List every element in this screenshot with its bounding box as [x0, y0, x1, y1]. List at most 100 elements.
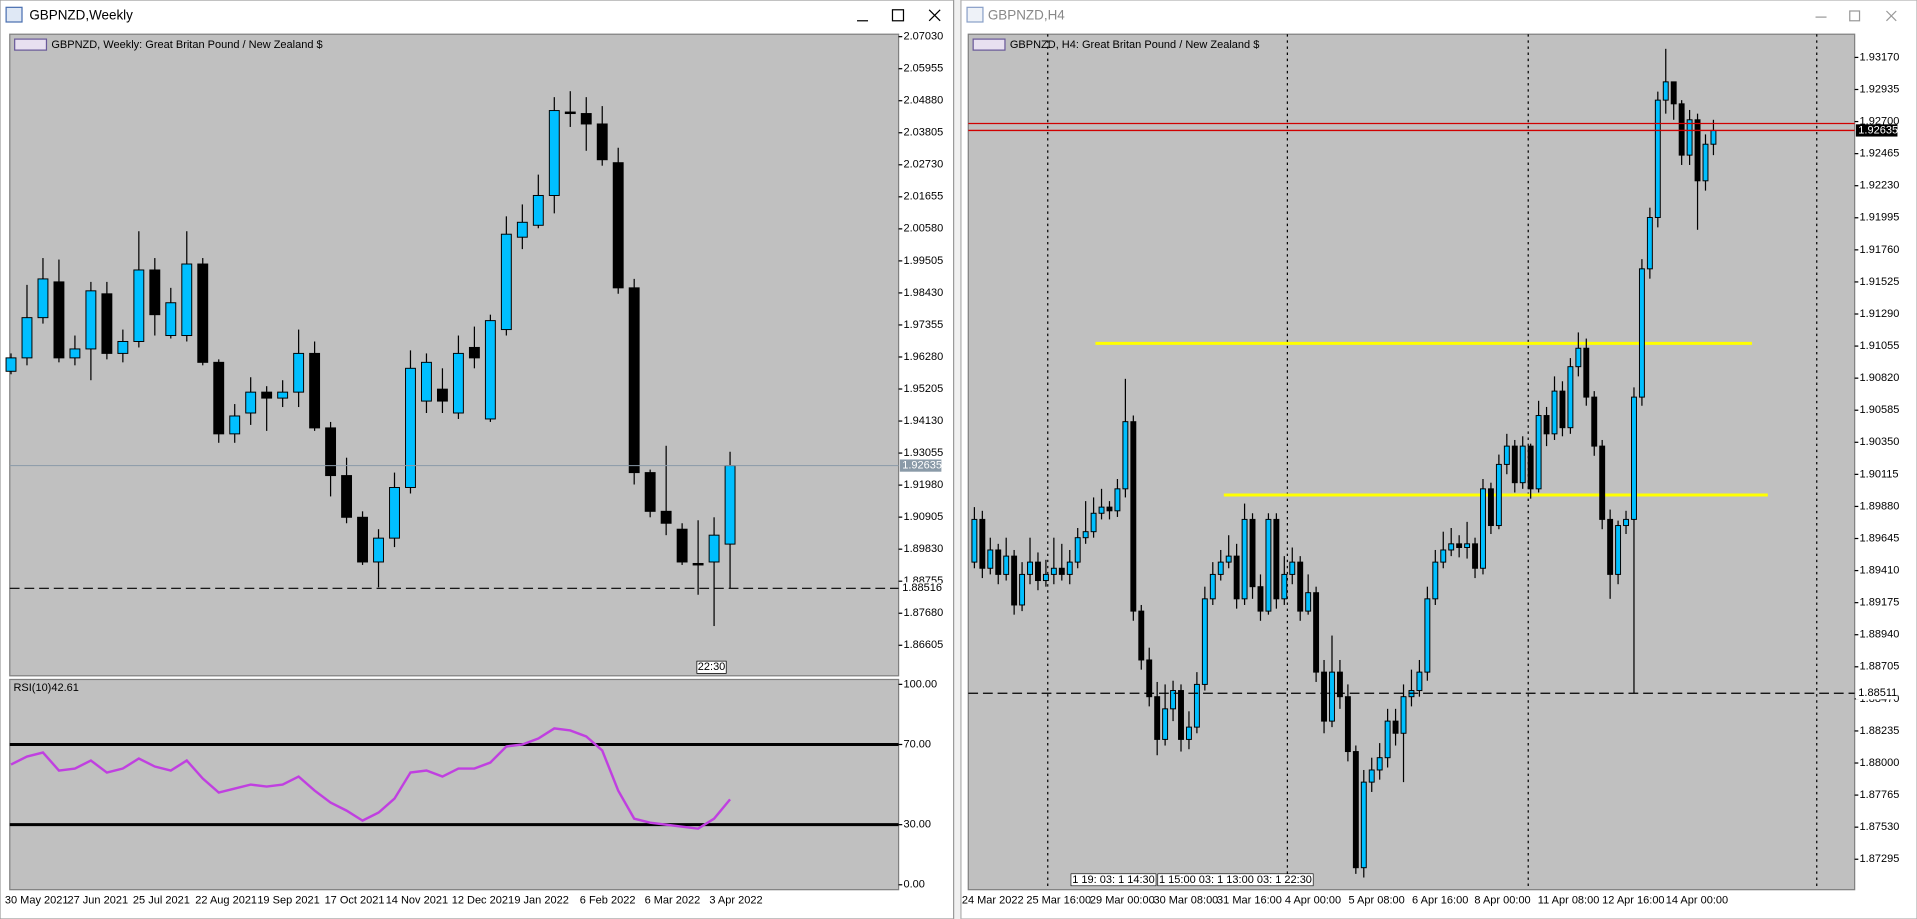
x-tick-label: 14 Apr 00:00	[1666, 895, 1728, 907]
bid-label: 1.92635	[1858, 124, 1898, 136]
candle-body	[1416, 671, 1423, 692]
y-tick-label: 1.91055	[1860, 340, 1900, 352]
close[interactable]	[928, 9, 941, 22]
timer-box	[696, 660, 727, 674]
x-tick-label: 22 Aug 2021	[195, 895, 257, 907]
y-tick-label: 1.92935	[1860, 83, 1900, 95]
candle-body	[213, 361, 225, 435]
x-tick-label: 27 Jun 2021	[68, 895, 129, 907]
candle-body	[1638, 268, 1645, 398]
candle-body	[596, 123, 608, 161]
y-tick-label: 1.91525	[1860, 276, 1900, 288]
y-tick-label: 2.00580	[903, 223, 943, 235]
rsi-pane	[9, 678, 900, 891]
candle-body	[1019, 573, 1026, 606]
window-title: GBPNZD,H4	[988, 7, 1065, 22]
candle-body	[1551, 390, 1558, 435]
candle-body	[1464, 543, 1471, 549]
candle-body	[1058, 567, 1065, 575]
maximize[interactable]	[891, 9, 905, 22]
candle-body	[1662, 81, 1669, 101]
bid-label-box	[899, 459, 942, 472]
candle-body	[1154, 696, 1161, 740]
y-tick-label: 1.90115	[1860, 468, 1899, 480]
y-tick-label: 1.87530	[1860, 821, 1900, 833]
y-tick-label: 1.91995	[1860, 212, 1900, 224]
y-tick-label: 2.07030	[903, 31, 943, 43]
candle-body	[1050, 567, 1057, 575]
candle-body	[1631, 396, 1637, 520]
candle-body	[1035, 561, 1041, 582]
window-buttons[interactable]	[857, 9, 941, 22]
window-buttons[interactable]	[1815, 10, 1897, 22]
candle-body	[580, 113, 592, 125]
y-tick-label: 1.91980	[903, 479, 943, 491]
candle-body	[548, 110, 560, 196]
y-tick-label: 1.97355	[903, 319, 943, 331]
y-tick-label: 70.00	[903, 738, 931, 750]
candle-body	[1011, 555, 1018, 606]
candle-body	[1138, 610, 1145, 661]
level-label: 1.88511	[1858, 687, 1897, 699]
candle-body	[1368, 769, 1375, 783]
candle-body	[1495, 463, 1502, 527]
candle-body	[1575, 347, 1582, 368]
y-tick-label: 1.87680	[903, 607, 943, 619]
candle-body	[1678, 103, 1685, 156]
candle-body	[1352, 751, 1359, 869]
candle-body	[261, 391, 273, 399]
bid-label: 1.92635	[902, 459, 942, 471]
y-tick-label: 1.88940	[1860, 629, 1900, 641]
candle-body	[987, 549, 994, 569]
candle-body	[1654, 99, 1661, 218]
y-tick-label: 1.90585	[1860, 404, 1900, 416]
y-tick-label: 1.96280	[903, 351, 943, 363]
candle-body	[1384, 720, 1391, 759]
x-tick-label: 11 Apr 08:00	[1538, 895, 1600, 907]
candle-body	[37, 278, 49, 319]
candle-body	[1241, 518, 1248, 600]
y-tick-label: 1.89410	[1860, 564, 1900, 576]
chart-icon	[972, 38, 1006, 51]
candle-body	[436, 388, 448, 402]
candle-body	[53, 281, 65, 359]
candle-body	[21, 317, 33, 359]
close[interactable]	[1886, 10, 1897, 22]
candle-body	[1321, 671, 1328, 722]
y-tick-label: 1.87765	[1860, 789, 1900, 801]
candle-body	[1543, 415, 1550, 435]
candle-body	[1257, 586, 1264, 612]
time-tag: 1 15:00 03: 1 13:00 03: 1 22:30	[1159, 874, 1312, 886]
candle-body	[1392, 720, 1399, 734]
y-tick-label: 1.86605	[903, 639, 943, 651]
maximize[interactable]	[1849, 10, 1861, 22]
candle-body	[149, 269, 161, 316]
y-tick-label: 1.92230	[1860, 180, 1900, 192]
level-label-box	[899, 582, 942, 595]
candle-body	[389, 487, 400, 539]
x-tick-label: 3 Apr 2022	[709, 895, 762, 907]
y-tick-label: 1.88705	[1860, 661, 1900, 673]
candle-body	[1583, 347, 1590, 398]
candle-body	[1329, 671, 1335, 722]
y-tick-label: 0.00	[903, 879, 924, 891]
candle-body	[500, 233, 512, 331]
x-tick-label: 6 Mar 2022	[645, 895, 701, 907]
y-tick-label: 1.89175	[1860, 597, 1900, 609]
candle-body	[1233, 555, 1240, 600]
candle-body	[309, 352, 321, 429]
candle-body	[5, 357, 17, 372]
x-tick-label: 6 Feb 2022	[580, 895, 636, 907]
candle-body	[1209, 573, 1216, 600]
candle-body	[995, 549, 1002, 575]
candle-body	[341, 475, 353, 518]
bid-label-box	[1855, 124, 1898, 137]
x-tick-label: 14 Nov 2021	[386, 895, 448, 907]
candle-body	[1122, 421, 1129, 490]
y-tick-label: 2.02730	[903, 159, 943, 171]
candle-body	[1003, 555, 1010, 575]
candle-body	[1424, 598, 1431, 673]
candle-body	[69, 348, 81, 359]
candle-body	[1162, 708, 1169, 740]
